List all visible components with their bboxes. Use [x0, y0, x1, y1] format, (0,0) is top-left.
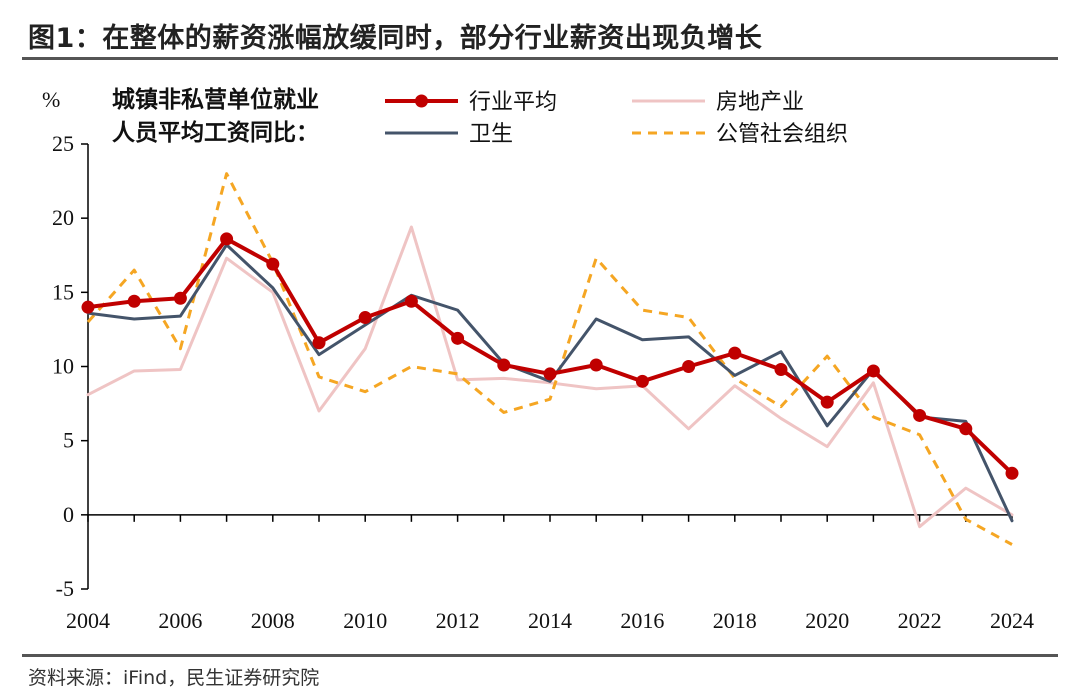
top-rule — [22, 57, 1058, 60]
y-tick-label: 10 — [52, 354, 74, 379]
x-tick-label: 2014 — [528, 608, 572, 633]
figure-title: 图1：在整体的薪资涨幅放缓同时，部分行业薪资出现负增长 — [28, 23, 763, 54]
legend-label: 公管社会组织 — [716, 122, 848, 147]
y-tick-label: 5 — [63, 428, 74, 453]
y-tick-label: 0 — [63, 502, 74, 527]
axes: 25 20 15 10 5 0 -5 2004 2006 2008 2010 2012 2014 2016… — [52, 131, 1034, 633]
series-point — [959, 422, 973, 436]
series-point — [81, 300, 95, 314]
series-point — [404, 294, 418, 308]
y-unit-label: % — [42, 87, 60, 112]
source-note: 资料来源：iFind，民生证券研究院 — [28, 667, 320, 689]
x-tick-label: 2022 — [898, 608, 942, 633]
x-tick-label: 2004 — [66, 608, 110, 633]
legend-label: 房地产业 — [716, 90, 804, 115]
y-tick-label: -5 — [56, 576, 74, 601]
legend-label: 行业平均 — [469, 90, 557, 115]
x-tick-label: 2006 — [158, 608, 202, 633]
x-tick-label: 2018 — [713, 608, 757, 633]
annotation-line-1: 城镇非私营单位就业 — [112, 86, 319, 113]
series-point — [220, 232, 234, 246]
series-point — [635, 374, 649, 388]
series-point — [866, 364, 880, 378]
series-point — [774, 362, 788, 376]
series-point — [913, 408, 927, 422]
y-tick-label: 20 — [52, 205, 74, 230]
legend-label: 卫生 — [469, 122, 513, 147]
series-layer — [81, 172, 1019, 546]
x-tick-label: 2012 — [436, 608, 480, 633]
series-point — [127, 294, 141, 308]
series-point — [497, 358, 511, 372]
series-point — [728, 346, 742, 360]
series-point — [820, 395, 834, 409]
y-tick-label: 15 — [52, 279, 74, 304]
series-point — [266, 257, 280, 271]
series-line-3 — [86, 236, 1014, 476]
series-point — [682, 360, 696, 373]
series-point — [543, 367, 557, 381]
series-line-1 — [86, 172, 1013, 546]
x-tick-label: 2016 — [620, 608, 664, 633]
series-point — [312, 336, 326, 350]
series-line-2 — [86, 243, 1014, 523]
line-chart: 25 20 15 10 5 0 -5 2004 2006 2008 2010 2012 2014 2016… — [42, 86, 1034, 633]
legend-marker — [415, 94, 428, 108]
series-point — [358, 311, 372, 325]
series-point — [451, 331, 465, 345]
x-tick-label: 2008 — [251, 608, 295, 633]
x-tick-label: 2020 — [805, 608, 849, 633]
y-tick-label: 25 — [52, 131, 74, 156]
series-point — [1005, 466, 1019, 480]
bottom-rule — [22, 654, 1058, 657]
x-tick-label: 2010 — [343, 608, 387, 633]
x-tick-label: 2024 — [990, 608, 1034, 633]
series-point — [589, 358, 603, 372]
series-point — [173, 291, 187, 305]
annotation-line-2: 人员平均工资同比： — [112, 119, 319, 146]
